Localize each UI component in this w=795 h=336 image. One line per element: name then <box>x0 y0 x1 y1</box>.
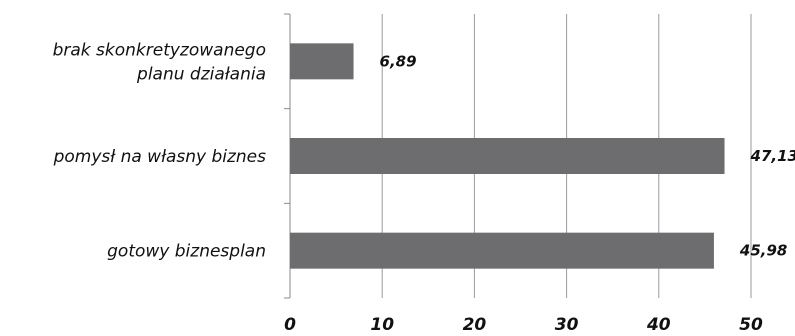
x-tick-label-30: 30 <box>555 315 579 335</box>
bar-2 <box>290 232 714 269</box>
bars <box>290 43 725 269</box>
x-tick-label-40: 40 <box>646 315 671 335</box>
x-tick-label-50: 50 <box>739 315 763 335</box>
value-labels: 6,89 47,13 45,98 <box>380 52 795 259</box>
x-axis-tick-labels: 0 10 20 30 40 50 <box>284 315 763 335</box>
bar-0 <box>290 43 354 80</box>
x-tick-label-20: 20 <box>463 315 487 335</box>
value-label-1: 47,13 <box>750 147 795 165</box>
value-label-2: 45,98 <box>739 242 787 260</box>
x-tick-label-10: 10 <box>370 315 394 335</box>
category-label-0-0: brak skonkretyzowanego <box>53 40 266 60</box>
category-label-2-0: gotowy biznesplan <box>107 242 266 262</box>
bar-1 <box>290 138 725 174</box>
x-tick-label-0: 0 <box>284 315 296 335</box>
category-labels: brak skonkretyzowanego planu działania pom… <box>53 40 267 261</box>
category-label-0-1: planu działania <box>136 64 266 84</box>
value-label-0: 6,89 <box>380 52 417 70</box>
category-label-1-0: pomysł na własny biznes <box>53 147 267 167</box>
category-axis <box>284 13 291 299</box>
